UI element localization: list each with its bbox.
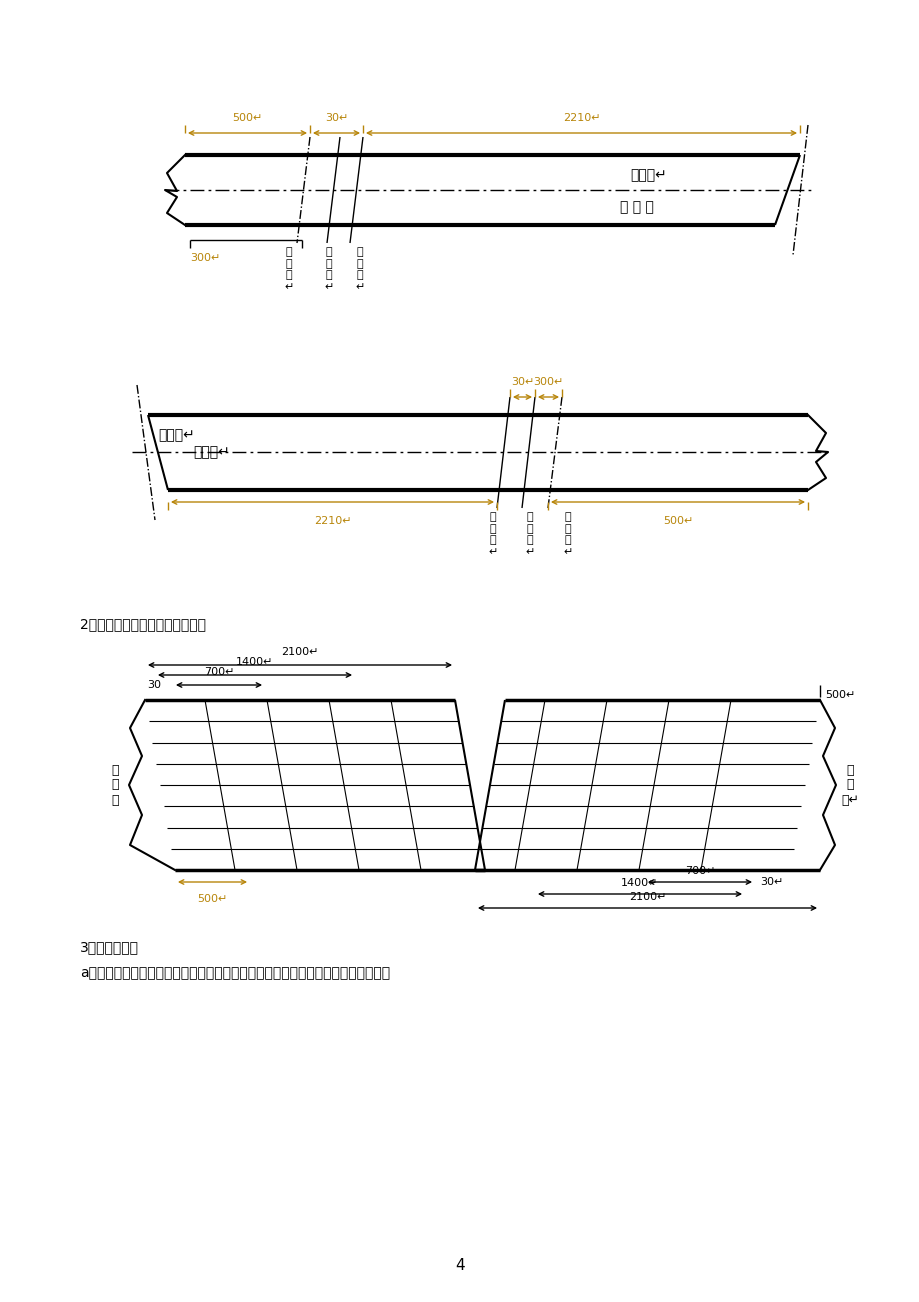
Text: 2210↵: 2210↵ bbox=[313, 516, 351, 526]
Text: 30↵: 30↵ bbox=[759, 878, 782, 887]
Text: 500↵: 500↵ bbox=[233, 113, 263, 122]
Text: 中心线↵: 中心线↵ bbox=[193, 445, 230, 460]
Text: 30↵: 30↵ bbox=[510, 378, 534, 387]
Text: 300↵: 300↵ bbox=[190, 253, 221, 263]
Text: 2100↵: 2100↵ bbox=[281, 647, 318, 658]
Text: 接
头
线
↵: 接 头 线 ↵ bbox=[488, 512, 497, 557]
Text: 2）钉丝绳长度及排列顺序如下图: 2）钉丝绳长度及排列顺序如下图 bbox=[80, 617, 206, 631]
Text: 申 心 线: 申 心 线 bbox=[619, 201, 653, 214]
Text: 坡
口
线
↵: 坡 口 线 ↵ bbox=[525, 512, 534, 557]
Text: 接
头
甲: 接 头 甲 bbox=[111, 763, 119, 806]
Text: 1400↵: 1400↵ bbox=[620, 878, 658, 888]
Text: 500↵: 500↵ bbox=[197, 894, 227, 904]
Text: 30: 30 bbox=[147, 680, 161, 690]
Text: 700↵: 700↵ bbox=[203, 667, 234, 677]
Text: 3）胶带头剥开: 3）胶带头剥开 bbox=[80, 940, 139, 954]
Text: 坡
口
线
↵: 坡 口 线 ↵ bbox=[324, 247, 334, 292]
Text: 500↵: 500↵ bbox=[824, 690, 855, 700]
Text: 30↵: 30↵ bbox=[324, 113, 347, 122]
Text: 700↵: 700↵ bbox=[684, 866, 714, 876]
Text: 带头甲↵: 带头甲↵ bbox=[630, 168, 666, 182]
Text: 500↵: 500↵ bbox=[662, 516, 692, 526]
Text: 接
头
乙↵: 接 头 乙↵ bbox=[840, 763, 858, 806]
Text: 校
正
线
↵: 校 正 线 ↵ bbox=[562, 512, 572, 557]
Text: 1400↵: 1400↵ bbox=[236, 658, 274, 667]
Text: 接
头
线
↵: 接 头 线 ↵ bbox=[355, 247, 364, 292]
Text: 300↵: 300↵ bbox=[533, 378, 563, 387]
Text: 2210↵: 2210↵ bbox=[562, 113, 600, 122]
Text: 2100↵: 2100↵ bbox=[628, 892, 665, 902]
Text: 带头乙↵: 带头乙↵ bbox=[158, 428, 195, 441]
Text: a、先将胶带沿接头线用刀横向割开上下胶带的覆盖皮，割至靠近鑉丝绳，但不可触: a、先将胶带沿接头线用刀横向割开上下胶带的覆盖皮，割至靠近鑉丝绳，但不可触 bbox=[80, 966, 390, 980]
Text: 4: 4 bbox=[455, 1258, 464, 1272]
Text: 校
正
线
↵: 校 正 线 ↵ bbox=[284, 247, 293, 292]
